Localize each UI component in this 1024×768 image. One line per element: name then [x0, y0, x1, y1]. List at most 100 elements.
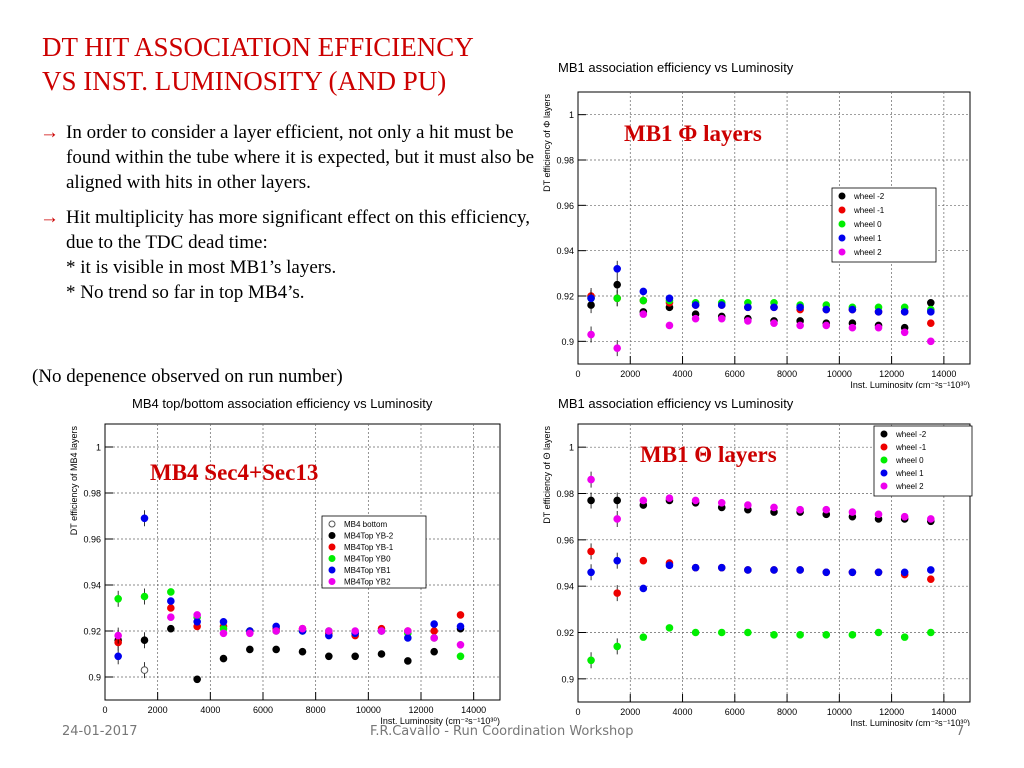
data-point	[587, 496, 595, 505]
data-point	[874, 323, 883, 332]
data-point	[848, 508, 857, 516]
legend-label: wheel -2	[853, 192, 885, 201]
legend-label: wheel 1	[853, 234, 882, 243]
legend-marker	[328, 532, 336, 539]
legend-label: MB4Top YB-1	[344, 543, 394, 552]
x-axis-label: Inst. Luminosity (cm⁻²s⁻¹10³⁰)	[850, 718, 970, 726]
data-point	[744, 317, 752, 325]
data-point	[796, 505, 804, 514]
data-point	[927, 337, 935, 346]
legend-label: wheel -1	[895, 443, 927, 452]
x-tick-label: 2000	[620, 707, 640, 717]
data-point	[167, 588, 175, 596]
data-point	[351, 627, 359, 635]
legend-label: MB4 bottom	[344, 520, 387, 529]
data-point	[691, 628, 700, 637]
chart-mb1-phi: MB1 association efficiency vs Luminosity…	[542, 60, 971, 388]
data-point	[325, 652, 333, 661]
data-point	[900, 308, 909, 316]
footer-author: F.R.Cavallo - Run Coordination Workshop	[370, 724, 634, 739]
y-tick-label: 0.92	[556, 292, 574, 302]
data-point	[167, 613, 175, 621]
data-point	[717, 498, 726, 507]
legend-marker	[838, 192, 846, 200]
data-point	[587, 656, 595, 665]
data-point	[900, 633, 909, 641]
data-point	[717, 563, 726, 572]
legend-marker	[328, 543, 336, 551]
data-point	[639, 296, 648, 305]
y-axis-label: DT efficiency of Φ layers	[542, 94, 552, 192]
data-point	[770, 319, 778, 328]
bullet-item: → Hit multiplicity has more significant …	[40, 205, 540, 305]
legend-marker	[880, 443, 888, 451]
data-point	[167, 624, 175, 633]
legend-marker	[328, 555, 336, 562]
x-tick-label: 6000	[253, 705, 273, 715]
x-axis-label: Inst. Luminosity (cm⁻²s⁻¹10³⁰)	[850, 380, 970, 388]
data-point	[796, 303, 804, 312]
legend-marker	[880, 430, 888, 438]
data-point	[822, 305, 831, 314]
legend-label: MB4Top YB2	[344, 578, 391, 587]
data-point	[848, 323, 857, 332]
y-tick-label: 0.92	[556, 628, 574, 638]
data-point	[744, 628, 752, 637]
y-axis-label: DT efficiency of MB4 layers	[69, 426, 79, 536]
legend-marker	[838, 206, 846, 214]
data-point	[744, 566, 752, 574]
data-point	[639, 287, 648, 296]
data-point	[587, 475, 595, 484]
data-point	[298, 647, 307, 656]
x-tick-label: 10000	[356, 705, 381, 715]
legend-label: wheel 2	[895, 482, 924, 491]
data-point	[193, 611, 201, 619]
bullet-list: → In order to consider a layer efficient…	[40, 120, 540, 315]
chart-mb1-theta: MB1 association efficiency vs Luminosity…	[542, 396, 973, 726]
legend-label: wheel 0	[853, 220, 882, 229]
data-point	[639, 584, 648, 593]
legend-marker	[880, 469, 888, 477]
data-point	[927, 308, 935, 316]
data-point	[456, 611, 465, 619]
data-point	[717, 314, 726, 323]
sub-bullet-text: * No trend so far in top MB4’s.	[66, 282, 305, 303]
legend-marker	[328, 578, 336, 585]
data-point	[167, 604, 175, 612]
data-point	[613, 294, 621, 303]
sub-bullet-text: * it is visible in most MB1’s layers.	[66, 257, 337, 278]
data-point	[430, 620, 438, 628]
x-tick-label: 2000	[148, 705, 168, 715]
data-point	[613, 589, 621, 597]
x-tick-label: 0	[575, 369, 580, 379]
bullet-text: In order to consider a layer efficient, …	[66, 122, 535, 193]
data-point	[587, 568, 595, 577]
data-point	[219, 654, 228, 663]
y-tick-label: 0.98	[556, 156, 574, 166]
data-point	[927, 575, 935, 584]
data-point	[114, 652, 122, 661]
y-axis-label: DT efficiency of Θ layers	[542, 426, 552, 524]
x-tick-label: 2000	[620, 369, 640, 379]
data-point	[140, 514, 149, 523]
legend-marker	[838, 220, 846, 228]
y-tick-label: 0.98	[556, 489, 574, 499]
arrow-right-icon: →	[40, 207, 59, 228]
x-tick-label: 10000	[827, 369, 852, 379]
data-point	[456, 641, 465, 649]
y-tick-label: 0.96	[83, 535, 101, 545]
data-point	[613, 496, 621, 505]
data-point	[430, 647, 438, 656]
chart-title: MB1 association efficiency vs Luminosity	[558, 60, 794, 75]
data-point	[665, 624, 674, 632]
x-tick-label: 8000	[777, 369, 797, 379]
legend-box	[873, 425, 973, 497]
data-point	[796, 566, 804, 574]
x-tick-label: 14000	[931, 369, 956, 379]
data-point	[691, 314, 700, 323]
slide-title-line2: VS INST. LUMINOSITY (AND PU)	[42, 66, 447, 96]
legend-label: MB4Top YB1	[344, 566, 391, 575]
data-point	[874, 568, 883, 577]
data-point	[377, 627, 386, 635]
y-tick-label: 0.9	[561, 674, 574, 684]
